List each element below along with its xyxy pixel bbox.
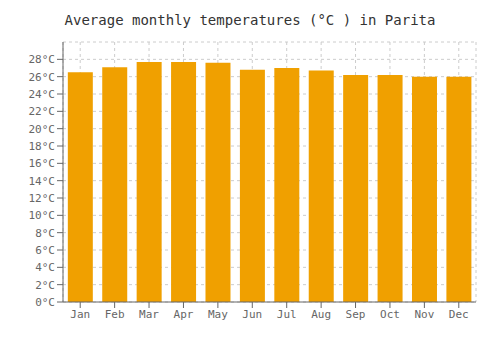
svg-text:24°C: 24°C [29, 88, 56, 101]
svg-text:6°C: 6°C [35, 244, 55, 257]
svg-text:20°C: 20°C [29, 123, 56, 136]
svg-text:28°C: 28°C [29, 53, 56, 66]
svg-text:Sep: Sep [346, 308, 366, 321]
svg-text:0°C: 0°C [35, 296, 55, 309]
svg-text:Nov: Nov [414, 308, 434, 321]
svg-text:10°C: 10°C [29, 209, 56, 222]
svg-text:Jan: Jan [70, 308, 90, 321]
svg-text:18°C: 18°C [29, 140, 56, 153]
svg-text:8°C: 8°C [35, 227, 55, 240]
svg-text:Apr: Apr [174, 308, 194, 321]
svg-text:16°C: 16°C [29, 157, 56, 170]
svg-text:Oct: Oct [380, 308, 400, 321]
svg-text:12°C: 12°C [29, 192, 56, 205]
svg-text:Aug: Aug [311, 308, 331, 321]
svg-text:22°C: 22°C [29, 105, 56, 118]
svg-text:Feb: Feb [105, 308, 125, 321]
svg-text:Mar: Mar [139, 308, 159, 321]
svg-text:2°C: 2°C [35, 279, 55, 292]
svg-text:Dec: Dec [449, 308, 469, 321]
svg-text:4°C: 4°C [35, 261, 55, 274]
svg-text:May: May [208, 308, 228, 321]
svg-text:Jun: Jun [242, 308, 262, 321]
svg-text:Jul: Jul [277, 308, 297, 321]
svg-text:26°C: 26°C [29, 71, 56, 84]
html-text:Average monthly temperatures (: Average monthly temperatures (°C ) in Pa… [64, 12, 436, 28]
svg-text:14°C: 14°C [29, 175, 56, 188]
